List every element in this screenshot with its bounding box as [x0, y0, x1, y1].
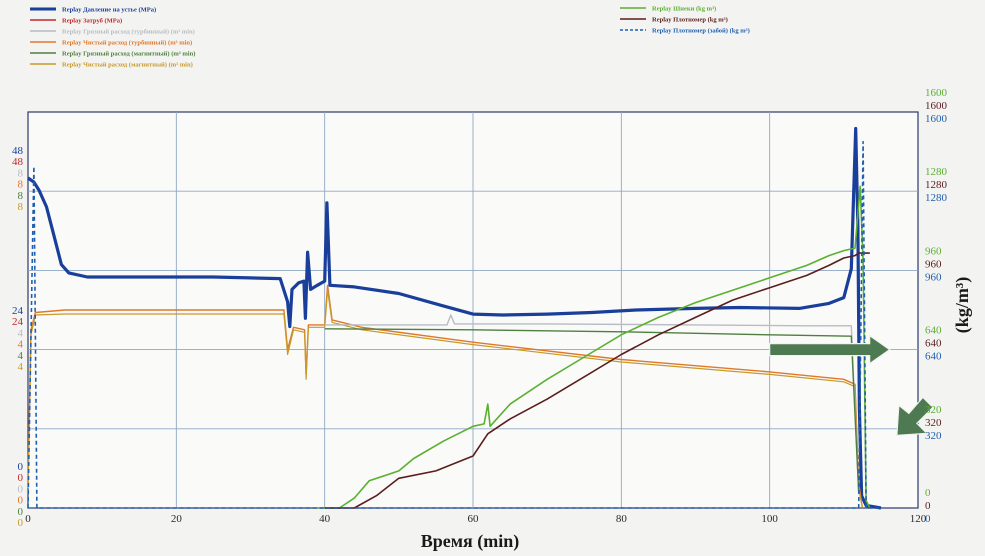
- series-line-densitometer: [324, 252, 870, 509]
- x-axis-title: Время (min): [421, 531, 520, 552]
- legend-entry-label: Replay Давление на устье (MPa): [62, 7, 156, 14]
- series-line-dirty-turbine: [324, 314, 860, 494]
- right-axis-tick-label: 960: [925, 245, 942, 257]
- left-axis-tick-label: 8: [18, 190, 24, 202]
- x-axis-tick-label: 20: [171, 513, 183, 525]
- left-axis-tick-label: 0: [18, 517, 24, 529]
- x-axis-tick-label: 120: [910, 513, 927, 525]
- left-axis-tick-label: 8: [18, 201, 24, 213]
- left-axis-tick-label: 0: [18, 472, 24, 484]
- right-axis-tick-label: 1600: [925, 87, 948, 99]
- left-axis-tick-label: 0: [18, 495, 24, 507]
- legend-entry-label: Replay Грязный расход (магнитный) (m³ mi…: [62, 51, 195, 58]
- left-axis-tick-label: 4: [18, 339, 24, 351]
- right-axis-tick-label: 0: [925, 500, 931, 512]
- legend-entry-label: Replay Плотномер (kg m³): [652, 17, 728, 24]
- left-axis-tick-label: 0: [18, 506, 24, 518]
- x-axis-tick-label: 40: [319, 513, 331, 525]
- series-line-densitometer-bottom: [27, 140, 881, 509]
- right-axis-tick-label: 640: [925, 325, 942, 337]
- series-line-clean-magnetic: [27, 289, 863, 509]
- series-line-clean-turbine: [27, 284, 864, 509]
- right-axis-tick-label: 960: [925, 258, 942, 270]
- right-axis-tick-label: 1600: [925, 113, 948, 125]
- left-axis-tick-label: 0: [18, 483, 24, 495]
- x-axis: 0 20 40 60 80 100 120: [25, 513, 927, 525]
- right-axis-tick-label: 1600: [925, 100, 948, 112]
- right-axis-tick-label: 0: [925, 513, 931, 525]
- right-axis-title: (kg/m³): [952, 277, 973, 333]
- left-axis-tick-label: 24: [12, 305, 24, 317]
- x-axis-tick-label: 0: [25, 513, 31, 525]
- legend-entry-label: Replay Затруб (MPa): [62, 18, 122, 25]
- annotation-layer: [769, 334, 934, 437]
- series-line-pressure: [27, 126, 882, 510]
- right-axis-tick-label: 1280: [925, 179, 948, 191]
- right-axis-tick-label: 320: [925, 404, 942, 416]
- right-axis-tick-label: 960: [925, 271, 942, 283]
- legend-entry-label: Replay Плотномер (забой) (kg m³): [652, 28, 750, 35]
- x-axis-tick-label: 60: [468, 513, 480, 525]
- right-axis-tick-label: 1280: [925, 192, 948, 204]
- legend-entry-label: Replay Грязный расход (турбинный) (m³ mi…: [62, 29, 195, 36]
- right-axis-tick-label: 640: [925, 351, 942, 363]
- left-axis-tick-label: 48: [12, 156, 24, 168]
- legend: Replay Давление на устье (MPa) Replay Зат…: [30, 6, 750, 69]
- series-line-dirty-magnetic: [324, 328, 860, 494]
- right-axis-tick-label: 640: [925, 338, 942, 350]
- left-axis-tick-label: 24: [12, 316, 24, 328]
- annotation-arrow-right: [769, 334, 891, 365]
- left-axis-tick-label: 4: [18, 327, 24, 339]
- right-axis-tick-label: 1280: [925, 166, 948, 178]
- right-axis: 0003203203206406406409609609601280128012…: [925, 87, 948, 525]
- x-axis-tick-label: 80: [616, 513, 628, 525]
- legend-entry-label: Replay Шнеки (kg m³): [652, 6, 716, 13]
- series-layer: [27, 126, 882, 510]
- legend-entry-label: Replay Чистый расход (турбинный) (m³ min…: [62, 40, 192, 47]
- left-axis-tick-label: 0: [18, 461, 24, 473]
- left-axis-tick-label: 4: [18, 350, 24, 362]
- left-axis-tick-label: 48: [12, 145, 24, 157]
- left-axis-tick-label: 8: [18, 167, 24, 179]
- right-axis-tick-label: 320: [925, 417, 942, 429]
- series-line-screw: [317, 185, 871, 509]
- x-axis-tick-label: 100: [761, 513, 778, 525]
- annotation-arrow-down-left: [896, 396, 934, 437]
- left-axis-tick-label: 4: [18, 361, 24, 373]
- right-axis-tick-label: 320: [925, 430, 942, 442]
- left-axis-tick-label: 8: [18, 179, 24, 191]
- right-axis-tick-label: 0: [925, 487, 931, 499]
- legend-entry-label: Replay Чистый расход (магнитный) (m³ min…: [62, 62, 193, 69]
